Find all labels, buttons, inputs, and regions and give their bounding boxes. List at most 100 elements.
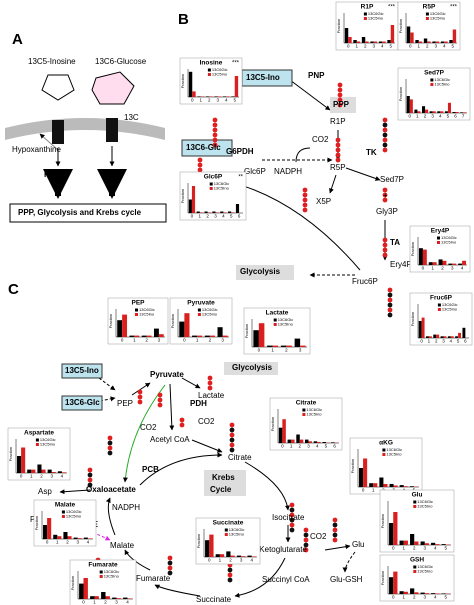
bar	[220, 211, 224, 213]
bar	[235, 204, 240, 213]
bar	[286, 345, 292, 347]
bar	[188, 199, 192, 213]
x-tick-label: 0	[422, 266, 425, 271]
bar	[300, 345, 306, 347]
legend-label: 13C5Ino	[430, 16, 446, 21]
bar	[410, 588, 415, 594]
bar	[431, 593, 436, 594]
membrane	[5, 118, 165, 140]
inset-title: Glu	[412, 492, 423, 499]
node-label: Ery4P	[390, 260, 412, 269]
bar	[308, 441, 312, 443]
inset-axis-label: Fraction	[398, 19, 403, 33]
transporter	[106, 118, 118, 142]
bar	[414, 541, 419, 545]
carbon	[229, 442, 235, 448]
carbon	[303, 532, 309, 538]
krebs-box	[204, 470, 246, 496]
x-tick-label: 3	[240, 558, 243, 563]
node-label: Fruc6P	[352, 277, 378, 286]
carbon	[229, 447, 235, 453]
inset-axis-label: Fraction	[380, 514, 385, 528]
legend-swatch	[413, 500, 417, 504]
bar	[272, 345, 279, 347]
legend-swatch	[61, 515, 65, 518]
x-tick-label: 0	[20, 474, 23, 479]
carbon	[167, 565, 173, 571]
carbon	[335, 157, 341, 163]
carbon	[335, 152, 341, 158]
node-label: Glycolysis	[240, 267, 281, 276]
bar	[399, 485, 404, 487]
node-label: Glu	[352, 540, 364, 549]
x-tick-label: 4	[250, 558, 253, 563]
x-tick-label: 3	[115, 600, 118, 605]
carbon	[179, 417, 185, 423]
legend-label: 13C6Glc	[386, 447, 402, 452]
bar	[73, 537, 78, 539]
x-tick-label: 1	[30, 474, 33, 479]
bar	[105, 596, 110, 599]
legend-swatch	[135, 313, 138, 316]
carbon	[167, 570, 173, 576]
bar	[83, 578, 88, 599]
x-tick-label: 2	[435, 339, 438, 344]
node-label: Sed7P	[380, 175, 404, 184]
bar	[231, 212, 235, 213]
legend-swatch	[207, 73, 211, 76]
panel-label: C	[8, 281, 19, 298]
legend-label: 13C5Ino	[66, 514, 82, 519]
carbon	[387, 307, 393, 313]
bar	[116, 598, 121, 599]
x-tick-label: 1	[290, 444, 293, 449]
legend-swatch	[273, 318, 277, 322]
x-tick-label: 0	[409, 44, 412, 49]
inset-chart: αKGFraction01234513C6Glc13C5Ino	[349, 437, 423, 495]
bar	[389, 483, 394, 487]
node-label: X5P	[316, 197, 331, 206]
inset-title: αKG	[379, 440, 393, 447]
bar	[204, 211, 208, 213]
carbon	[229, 427, 235, 433]
bar	[31, 469, 36, 473]
bar	[122, 314, 128, 337]
bar	[43, 525, 48, 539]
bar	[432, 262, 437, 265]
legend-label: 13C6Glc	[104, 569, 120, 574]
panel-a-label: R-1-P	[44, 170, 66, 179]
bar	[217, 96, 222, 97]
inset-title: Pyruvate	[187, 300, 215, 307]
bar	[428, 262, 433, 265]
bar	[409, 486, 414, 487]
node-label: PCB	[142, 465, 159, 474]
bar	[389, 577, 394, 594]
x-tick-label: 2	[413, 595, 416, 600]
bar	[458, 263, 463, 265]
bar	[129, 335, 135, 337]
legend-label: 13C5Ino	[214, 186, 230, 191]
inset-title: Sed7P	[424, 70, 445, 77]
node-label: 13C5-Ino	[246, 73, 280, 82]
panel-a-label: 13C5-Inosine	[28, 57, 76, 66]
inset-axis-label: Fraction	[34, 516, 39, 530]
x-tick-label: 3	[76, 540, 79, 545]
bar	[101, 592, 106, 599]
legend-swatch	[437, 308, 441, 311]
carbon	[227, 577, 233, 583]
bar	[382, 41, 386, 43]
x-tick-label: 4	[443, 44, 446, 49]
panel-b-arrows	[229, 79, 388, 278]
molecule	[41, 74, 75, 101]
legend-swatch	[99, 575, 103, 578]
bar	[361, 37, 366, 43]
bar	[406, 26, 411, 43]
inset-title: Inosine	[200, 60, 223, 67]
legend-label: 13C5Ino	[417, 504, 433, 509]
node-label: Succinate	[196, 595, 232, 604]
x-tick-label: 3	[307, 444, 310, 449]
inset-axis-label: Fraction	[170, 314, 175, 328]
